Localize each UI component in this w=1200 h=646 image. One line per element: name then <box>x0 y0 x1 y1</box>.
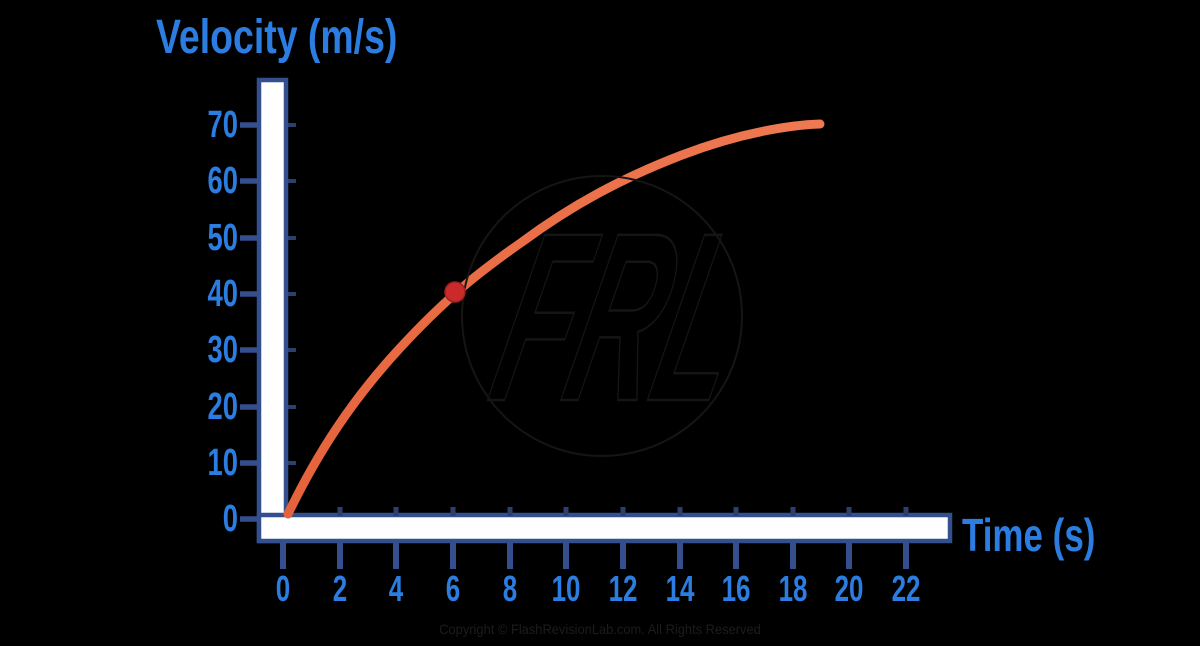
copyright-notice: Copyright © FlashRevisionLab.com. All Ri… <box>439 621 761 637</box>
x-tick-label: 4 <box>388 568 404 609</box>
y-axis-tick-marks <box>240 122 258 522</box>
x-axis-tick-marks <box>280 543 909 569</box>
y-tick-label: 0 <box>222 498 238 540</box>
x-tick-label: 0 <box>275 568 291 609</box>
x-tick-label: 8 <box>502 568 518 609</box>
x-axis-inner-tick-stubs <box>337 507 909 516</box>
x-tick-label: 10 <box>551 568 581 609</box>
y-tick-label: 30 <box>207 329 238 371</box>
x-axis-title: Time (s) <box>962 509 1096 561</box>
y-tick-label: 10 <box>207 442 238 484</box>
x-tick-label: 14 <box>665 568 695 609</box>
watermark-circle <box>461 175 743 457</box>
y-axis-inner-tick-stubs <box>288 123 296 465</box>
x-tick-label: 22 <box>891 568 921 609</box>
y-axis-title: Velocity (m/s) <box>156 11 398 64</box>
y-tick-label: 60 <box>207 160 238 202</box>
marked-data-point <box>444 281 466 303</box>
y-tick-label: 50 <box>207 217 238 259</box>
x-tick-label: 2 <box>332 568 348 609</box>
velocity-curve <box>283 119 825 519</box>
x-tick-label: 12 <box>608 568 638 609</box>
y-tick-label: 20 <box>207 386 238 428</box>
x-tick-label: 6 <box>445 568 461 609</box>
axes <box>240 77 953 569</box>
watermark-letters: FRL <box>472 184 772 452</box>
x-tick-label: 18 <box>778 568 808 609</box>
y-axis-bar <box>256 77 289 544</box>
y-tick-label: 70 <box>207 104 238 146</box>
watermark: FRL <box>461 175 773 457</box>
x-axis-bar <box>256 512 953 544</box>
axes-corner-join <box>261 517 284 539</box>
x-tick-label: 16 <box>721 568 751 609</box>
x-tick-label: 20 <box>834 568 864 609</box>
y-tick-label: 40 <box>207 273 238 315</box>
